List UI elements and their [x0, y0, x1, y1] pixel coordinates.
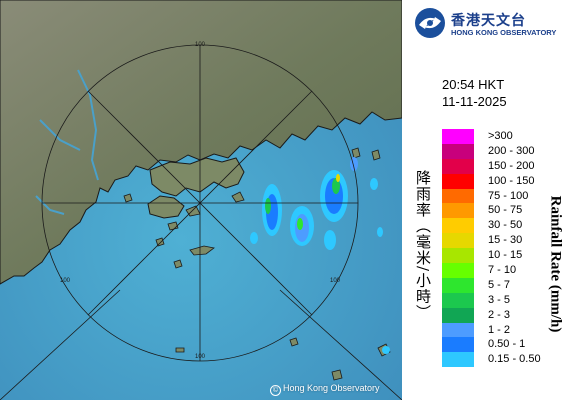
legend-range-label: 2 - 3 — [488, 308, 511, 321]
observatory-logo: 香港天文台 HONG KONG OBSERVATORY — [414, 7, 574, 41]
range-label-north: 100 — [195, 42, 206, 48]
legend-range-label: 7 - 10 — [488, 264, 517, 277]
legend-range-label: 150 - 200 — [488, 159, 535, 172]
legend-swatch — [442, 248, 474, 264]
legend-swatch — [442, 277, 474, 293]
legend-swatch — [442, 337, 474, 353]
legend-range-label: 15 - 30 — [488, 234, 523, 247]
range-label-southwest: 100 — [60, 278, 71, 284]
legend-range-label: 5 - 7 — [488, 278, 511, 291]
mainland-land — [0, 0, 402, 285]
legend-swatch — [442, 307, 474, 323]
legend-swatch — [442, 129, 474, 144]
legend-range-label: 0.15 - 0.50 — [488, 353, 541, 366]
info-panel: 香港天文台 HONG KONG OBSERVATORY 20:54 HKT 11… — [402, 0, 577, 400]
range-ring-labels: 100 100 100 100 — [60, 42, 341, 360]
range-label-south: 100 — [195, 354, 206, 360]
legend-range-label: 50 - 75 — [488, 204, 523, 217]
legend-range-label: 0.50 - 1 — [488, 338, 526, 351]
legend-swatch — [442, 292, 474, 308]
copyright-text: Hong Kong Observatory — [283, 383, 380, 393]
legend-swatch — [442, 173, 474, 189]
legend-swatch — [442, 218, 474, 234]
legend-range-label: 10 - 15 — [488, 249, 523, 262]
legend-range-label: 200 - 300 — [488, 144, 535, 157]
observatory-name-zh: 香港天文台 — [451, 12, 526, 28]
legend-swatch — [442, 158, 474, 174]
lantau-island — [147, 195, 185, 219]
hong-kong-land — [149, 157, 245, 197]
legend-swatch — [442, 352, 474, 368]
legend-swatch — [442, 203, 474, 219]
legend-swatch — [442, 188, 474, 204]
legend-range-label: 3 - 5 — [488, 293, 511, 306]
copyright-icon: © — [270, 385, 281, 396]
radar-map-canvas: 100 100 100 100 — [0, 0, 402, 400]
legend-range-label: 30 - 50 — [488, 219, 523, 232]
legend-title-en: Rainfall Rate (mm/h) — [547, 195, 564, 333]
observatory-emblem-icon — [415, 8, 445, 38]
rivers — [35, 69, 99, 215]
range-label-southeast: 100 — [330, 278, 341, 284]
legend-range-label: 75 - 100 — [488, 189, 529, 202]
legend-title-zh: 降雨率（毫米/小時） — [414, 170, 432, 321]
legend-range-label: 1 - 2 — [488, 323, 511, 336]
rain-echoes — [250, 157, 390, 354]
radar-map: 100 100 100 100 © Hong Kong Observatory — [0, 0, 402, 400]
observation-date: 11-11-2025 — [442, 94, 507, 109]
legend-swatch — [442, 233, 474, 249]
map-copyright: © Hong Kong Observatory — [270, 383, 380, 396]
legend-swatch — [442, 322, 474, 338]
observatory-name-en: HONG KONG OBSERVATORY — [451, 28, 557, 37]
legend-range-label: >300 — [488, 130, 513, 142]
legend-swatch — [442, 143, 474, 159]
range-rings — [0, 44, 402, 400]
legend-swatch — [442, 263, 474, 278]
legend-range-label: 100 - 150 — [488, 174, 535, 187]
observation-time: 20:54 HKT — [442, 77, 505, 92]
